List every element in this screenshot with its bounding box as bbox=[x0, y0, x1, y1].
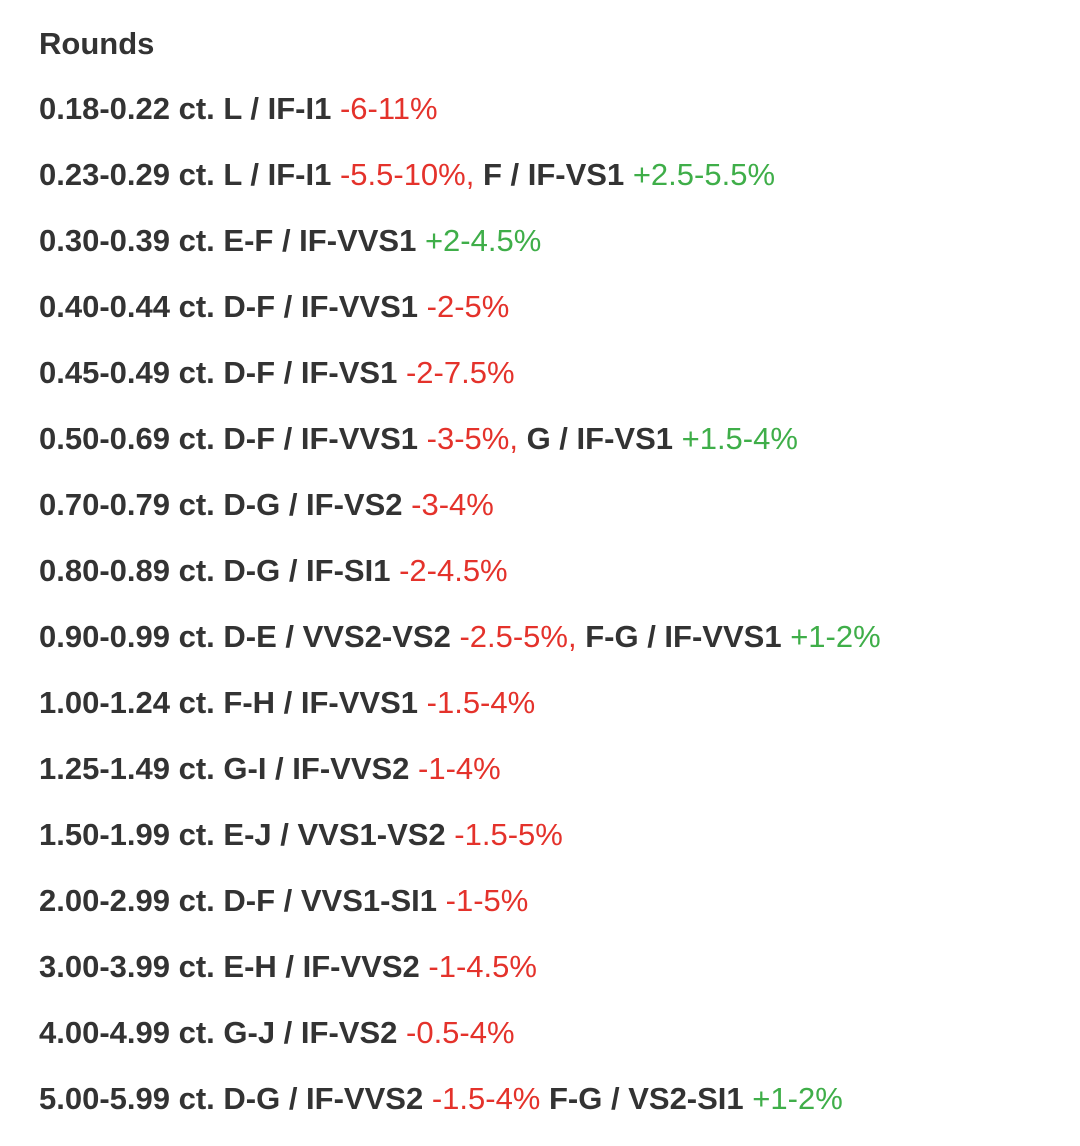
shape-size-grade-label: 0.23-0.29 ct. L / IF-I1 bbox=[39, 157, 340, 192]
shape-size-grade-label: 0.40-0.44 ct. D-F / IF-VVS1 bbox=[39, 289, 427, 324]
price-change-row: 0.70-0.79 ct. D-G / IF-VS2 -3-4% bbox=[39, 485, 881, 551]
price-decrease-text: -3-5%, bbox=[426, 421, 527, 456]
price-decrease-text: -6-11% bbox=[339, 91, 438, 126]
price-decrease-text: -2-4.5% bbox=[399, 553, 508, 588]
section-heading: Rounds bbox=[39, 26, 155, 61]
price-decrease-text: -2-5% bbox=[426, 289, 510, 324]
shape-size-grade-label: 2.00-2.99 ct. D-F / VVS1-SI1 bbox=[39, 883, 446, 918]
price-change-row: 2.00-2.99 ct. D-F / VVS1-SI1 -1-5% bbox=[39, 881, 881, 947]
price-decrease-text: -2-7.5% bbox=[405, 355, 515, 390]
price-decrease-text: -1-4.5% bbox=[428, 949, 537, 984]
price-change-row: 0.23-0.29 ct. L / IF-I1 -5.5-10%, F / IF… bbox=[39, 155, 881, 221]
price-increase-text: +1-2% bbox=[790, 619, 881, 654]
price-change-row: 0.80-0.89 ct. D-G / IF-SI1 -2-4.5% bbox=[39, 551, 881, 617]
price-change-row: 3.00-3.99 ct. E-H / IF-VVS2 -1-4.5% bbox=[39, 947, 881, 1013]
shape-size-grade-label: 1.25-1.49 ct. G-I / IF-VVS2 bbox=[39, 751, 419, 786]
shape-size-grade-label: 0.18-0.22 ct. L / IF-I1 bbox=[39, 91, 340, 126]
price-change-row: 1.50-1.99 ct. E-J / VVS1-VS2 -1.5-5% bbox=[39, 815, 881, 881]
price-change-row: 4.00-4.99 ct. G-J / IF-VS2 -0.5-4% bbox=[39, 1013, 881, 1079]
shape-size-grade-label: 1.50-1.99 ct. E-J / VVS1-VS2 bbox=[39, 817, 455, 852]
shape-size-grade-label: 0.50-0.69 ct. D-F / IF-VVS1 bbox=[39, 421, 427, 456]
price-change-row: 0.18-0.22 ct. L / IF-I1 -6-11% bbox=[39, 89, 881, 155]
price-change-row: 0.90-0.99 ct. D-E / VVS2-VS2 -2.5-5%, F-… bbox=[39, 617, 881, 683]
shape-size-grade-label: 0.70-0.79 ct. D-G / IF-VS2 bbox=[39, 487, 412, 522]
shape-size-grade-label: F-G / IF-VVS1 bbox=[585, 619, 791, 654]
price-change-row: 5.00-5.99 ct. D-G / IF-VVS2 -1.5-4% F-G … bbox=[39, 1079, 881, 1145]
price-increase-text: +2.5-5.5% bbox=[632, 157, 776, 192]
price-decrease-text: -5.5-10%, bbox=[339, 157, 483, 192]
price-decrease-text: -2.5-5%, bbox=[459, 619, 586, 654]
price-decrease-text: -1.5-5% bbox=[454, 817, 563, 852]
price-change-row: 0.30-0.39 ct. E-F / IF-VVS1 +2-4.5% bbox=[39, 221, 881, 287]
price-decrease-text: -1-5% bbox=[445, 883, 529, 918]
price-increase-text: +1-2% bbox=[752, 1081, 843, 1116]
price-increase-text: +1.5-4% bbox=[681, 421, 798, 456]
shape-size-grade-label: G / IF-VS1 bbox=[526, 421, 682, 456]
price-decrease-text: -0.5-4% bbox=[406, 1015, 515, 1050]
shape-size-grade-label: 0.90-0.99 ct. D-E / VVS2-VS2 bbox=[39, 619, 460, 654]
shape-size-grade-label: 0.80-0.89 ct. D-G / IF-SI1 bbox=[39, 553, 400, 588]
price-decrease-text: -1.5-4% bbox=[431, 1081, 549, 1116]
price-decrease-text: -1-4% bbox=[418, 751, 501, 786]
price-change-row: 0.40-0.44 ct. D-F / IF-VVS1 -2-5% bbox=[39, 287, 881, 353]
shape-size-grade-label: 5.00-5.99 ct. D-G / IF-VVS2 bbox=[39, 1081, 432, 1116]
price-change-row: 1.00-1.24 ct. F-H / IF-VVS1 -1.5-4% bbox=[39, 683, 881, 749]
shape-size-grade-label: 4.00-4.99 ct. G-J / IF-VS2 bbox=[39, 1015, 406, 1050]
price-change-row: 0.45-0.49 ct. D-F / IF-VS1 -2-7.5% bbox=[39, 353, 881, 419]
shape-size-grade-label: 0.30-0.39 ct. E-F / IF-VVS1 bbox=[39, 223, 425, 258]
shape-size-grade-label: 1.00-1.24 ct. F-H / IF-VVS1 bbox=[39, 685, 427, 720]
price-change-row: 1.25-1.49 ct. G-I / IF-VVS2 -1-4% bbox=[39, 749, 881, 815]
price-decrease-text: -1.5-4% bbox=[426, 685, 536, 720]
price-change-list: 0.18-0.22 ct. L / IF-I1 -6-11% 0.23-0.29 … bbox=[39, 89, 881, 1145]
shape-size-grade-label: 0.45-0.49 ct. D-F / IF-VS1 bbox=[39, 355, 406, 390]
price-increase-text: +2-4.5% bbox=[424, 223, 542, 258]
shape-size-grade-label: F-G / VS2-SI1 bbox=[549, 1081, 753, 1116]
shape-size-grade-label: F / IF-VS1 bbox=[482, 157, 633, 192]
price-change-row: 0.50-0.69 ct. D-F / IF-VVS1 -3-5%, G / I… bbox=[39, 419, 881, 485]
shape-size-grade-label: 3.00-3.99 ct. E-H / IF-VVS2 bbox=[39, 949, 429, 984]
price-decrease-text: -3-4% bbox=[411, 487, 494, 522]
